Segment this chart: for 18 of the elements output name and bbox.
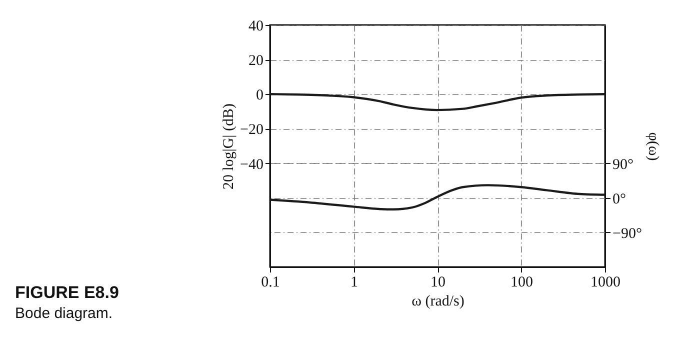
y2-tick-label: 90° — [612, 156, 634, 173]
y-axis-title: 20 log|G| (dB) — [221, 103, 238, 190]
x-tick-label: 1000 — [590, 274, 620, 290]
x-tick-label: 1 — [350, 274, 358, 290]
y2-tick-label: −90° — [612, 226, 642, 242]
y-tick-label: −40 — [240, 156, 264, 173]
x-tick-label: 100 — [510, 274, 533, 290]
x-axis-title: ω (rad/s) — [412, 294, 464, 310]
caption: FIGURE E8.9 — [15, 283, 119, 302]
y2-axis-title: φ(ω) — [644, 132, 661, 161]
y2-tick-label: 0° — [612, 191, 626, 208]
y-tick-label: −20 — [240, 122, 264, 138]
x-tick-label: 0.1 — [261, 274, 280, 290]
y-tick-label: 20 — [248, 53, 264, 70]
y-tick-label: 0 — [256, 88, 264, 104]
text: Bode diagram. — [15, 305, 113, 322]
y-tick-label: 40 — [248, 18, 264, 34]
x-tick-label: 10 — [430, 274, 446, 290]
